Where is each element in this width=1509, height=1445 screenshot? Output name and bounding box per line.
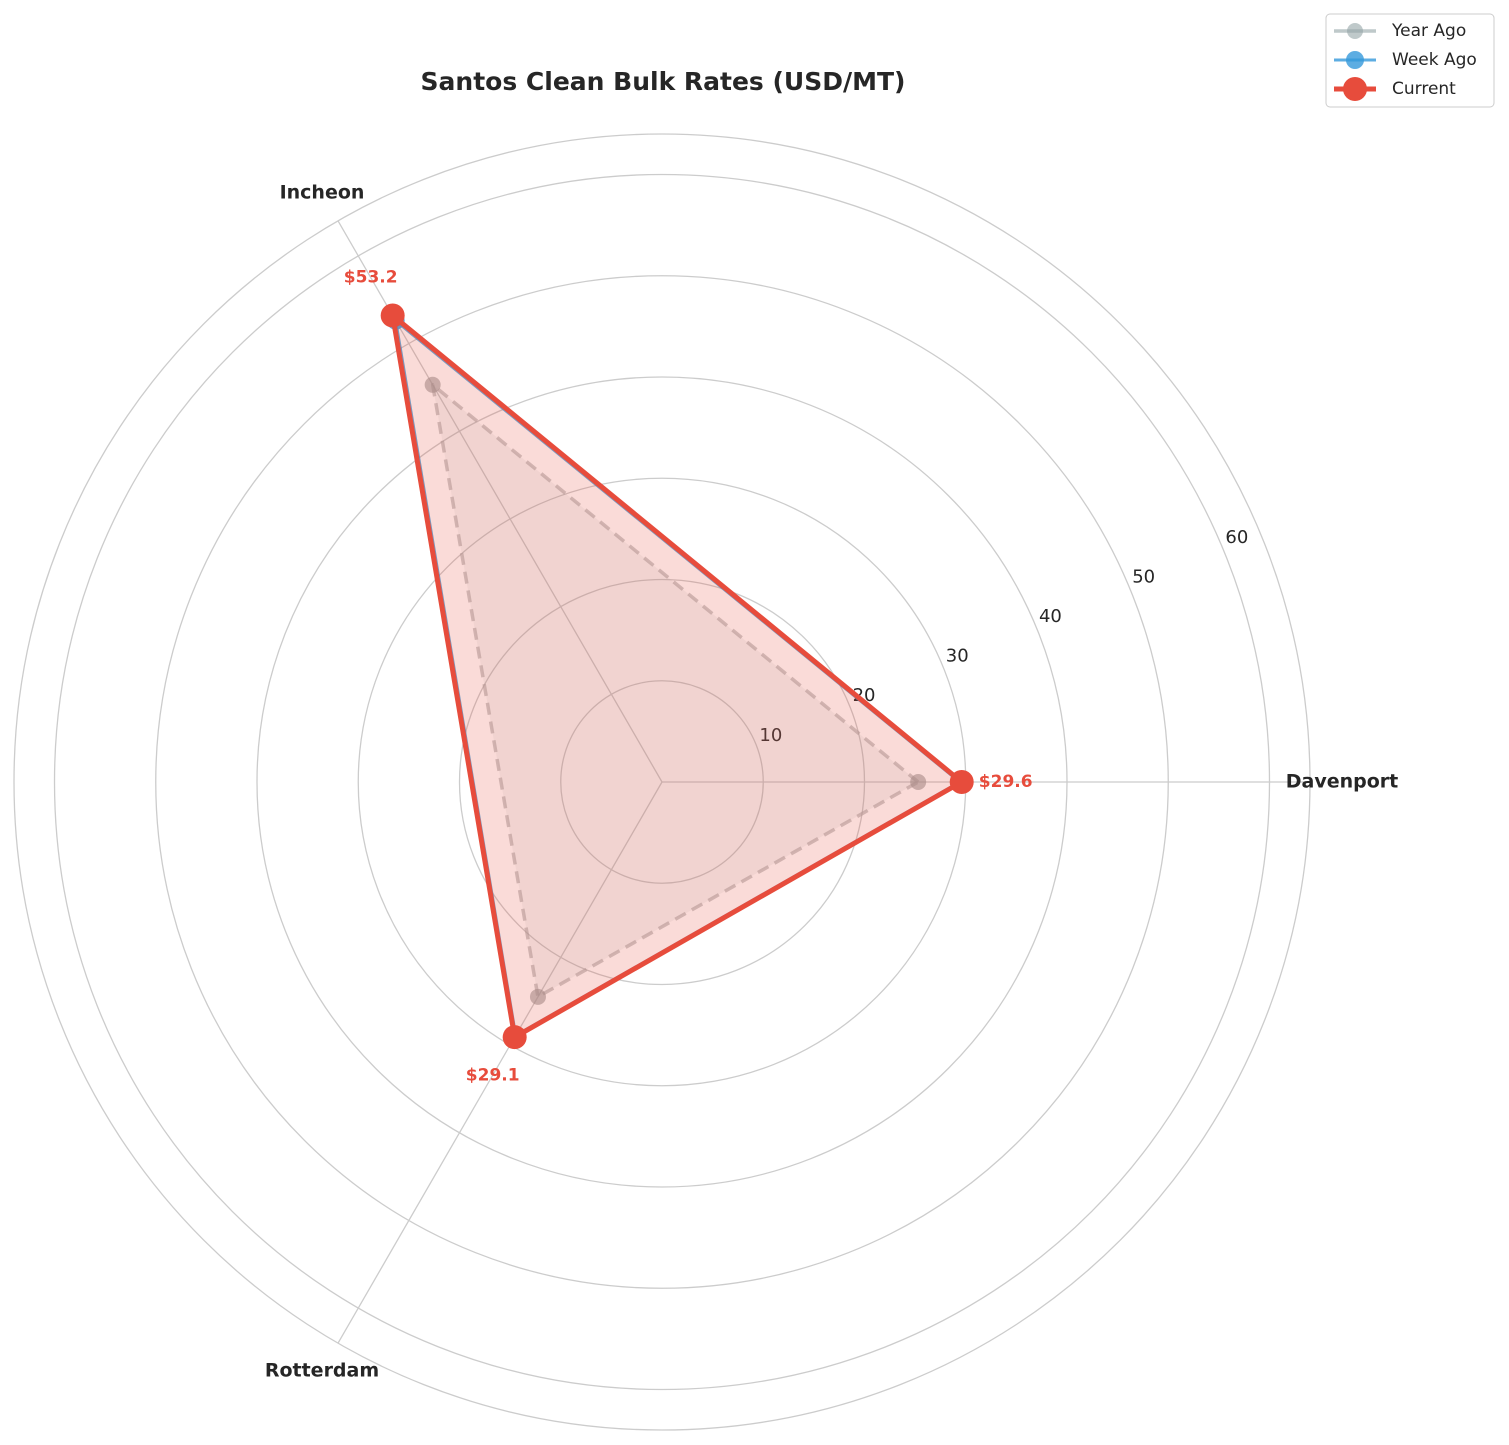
chart-title: Santos Clean Bulk Rates (USD/MT) <box>421 67 906 96</box>
point <box>949 770 974 794</box>
legend-label: Week Ago <box>1392 50 1477 70</box>
category-label: Incheon <box>280 182 365 204</box>
legend-label: Year Ago <box>1391 21 1466 41</box>
point <box>910 774 927 790</box>
category-label: Rotterdam <box>265 1359 379 1381</box>
point <box>502 1025 527 1050</box>
value-label: $29.6 <box>979 772 1033 792</box>
spoke <box>337 781 663 1344</box>
value-label: $53.2 <box>344 267 398 287</box>
legend-label: Current <box>1392 79 1456 99</box>
series-line <box>430 383 920 999</box>
series-line <box>390 313 965 1040</box>
legend-marker <box>1347 23 1363 39</box>
category-label: Davenport <box>1286 771 1399 793</box>
legend-marker <box>1346 51 1364 69</box>
r-tick-label: 60 <box>1225 527 1248 548</box>
r-tick-label: 30 <box>946 646 969 667</box>
legend-marker <box>1343 77 1367 101</box>
point <box>424 376 441 393</box>
series-area <box>392 315 962 1038</box>
legend <box>1325 13 1495 108</box>
series-area <box>432 384 919 997</box>
r-tick-label: 10 <box>759 725 782 746</box>
point <box>529 988 546 1005</box>
r-tick-label: 40 <box>1039 606 1062 627</box>
point <box>380 303 405 328</box>
r-tick-label: 50 <box>1132 567 1155 588</box>
value-label: $29.1 <box>466 1065 520 1085</box>
